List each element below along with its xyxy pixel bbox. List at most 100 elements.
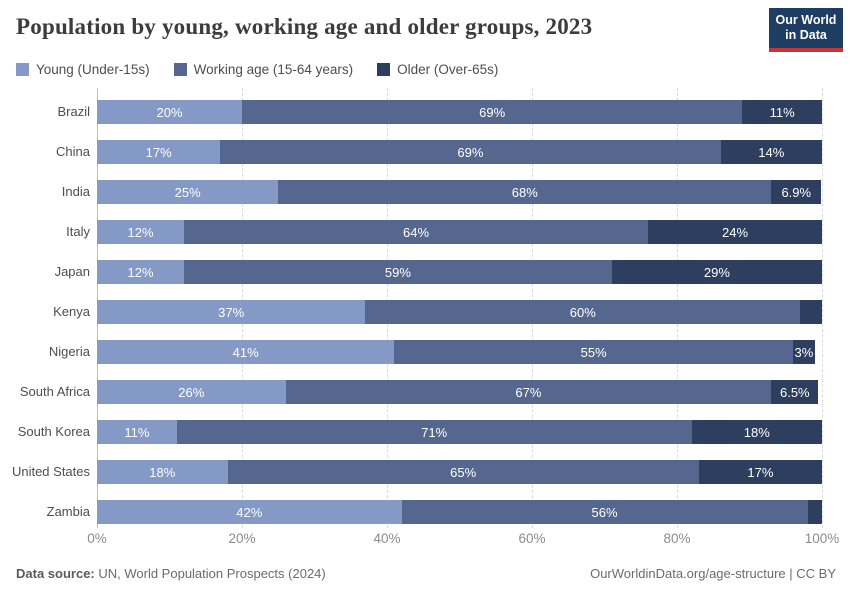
bar-segment: 18% xyxy=(691,420,822,444)
bar-segment: 11% xyxy=(97,420,177,444)
bar-segment: 55% xyxy=(394,340,793,364)
country-label: United States xyxy=(11,464,90,479)
bar-segment: 65% xyxy=(227,460,699,484)
bar-value-label: 18% xyxy=(743,424,770,440)
bar-segment: 41% xyxy=(97,340,395,364)
country-label: South Africa xyxy=(19,384,90,399)
bar-row: 41% 55% 3% xyxy=(97,340,822,364)
x-tick-label: 60% xyxy=(518,531,546,546)
x-tick-label: 0% xyxy=(87,531,107,546)
data-source-prefix: Data source: xyxy=(16,566,95,581)
bar-row: 37% 60% xyxy=(97,300,822,324)
bar-value-label: 59% xyxy=(384,264,411,280)
bar-value-label: 17% xyxy=(747,464,774,480)
bar-value-label: 12% xyxy=(127,264,154,280)
country-label: Nigeria xyxy=(48,344,90,359)
bar-segment: 64% xyxy=(184,220,648,244)
legend-swatch xyxy=(377,63,391,76)
bar-row: 12% 59% 29% xyxy=(97,260,822,284)
bar-segment: 60% xyxy=(365,300,801,324)
legend-label: Working age (15-64 years) xyxy=(193,62,354,77)
bar-value-label: 17% xyxy=(145,144,172,160)
bar-value-label: 6.9% xyxy=(781,184,812,200)
country-label: India xyxy=(61,184,90,199)
bar-value-label: 60% xyxy=(569,304,596,320)
bar-row: 20% 69% 11% xyxy=(97,100,822,124)
country-label: Brazil xyxy=(57,104,90,119)
bar-segment: 6.9% xyxy=(771,180,822,204)
owid-logo-line2: in Data xyxy=(785,28,827,42)
x-tick-label: 100% xyxy=(804,531,840,546)
country-label: Kenya xyxy=(53,304,90,319)
bar-segment: 11% xyxy=(742,100,822,124)
bar-segment xyxy=(800,300,822,324)
bar-segment: 12% xyxy=(97,260,184,284)
plot-area: 20% 69% 11% 17% 69% 14% 25% 68% 6.9% 12% 64% 24% 12%… xyxy=(97,88,823,528)
bar-segment: 42% xyxy=(97,500,402,524)
bar-segment: 14% xyxy=(720,140,822,164)
gridline xyxy=(822,88,823,528)
bar-value-label: 64% xyxy=(402,224,430,240)
bar-segment: 18% xyxy=(97,460,228,484)
country-label: South Korea xyxy=(17,424,90,439)
bar-value-label: 12% xyxy=(127,224,154,240)
bar-value-label: 65% xyxy=(450,464,477,480)
bar-value-label: 25% xyxy=(174,184,201,200)
country-label: Zambia xyxy=(46,504,90,519)
bar-segment: 26% xyxy=(97,380,286,404)
legend-item: Older (Over-65s) xyxy=(377,62,498,77)
chart-footer: Data source: UN, World Population Prospe… xyxy=(16,566,836,581)
bar-segment: 29% xyxy=(611,260,822,284)
chart-legend: Young (Under-15s) Working age (15-64 year… xyxy=(16,62,498,77)
bar-row: 17% 69% 14% xyxy=(97,140,822,164)
bar-value-label: 67% xyxy=(515,384,542,400)
bar-segment: 71% xyxy=(176,420,692,444)
bar-value-label: 11% xyxy=(769,104,795,120)
x-tick-label: 20% xyxy=(228,531,256,546)
bar-segment: 12% xyxy=(97,220,184,244)
bar-row: 12% 64% 24% xyxy=(97,220,822,244)
bar-value-label: 29% xyxy=(703,264,730,280)
credit-link[interactable]: OurWorldinData.org/age-structure | CC BY xyxy=(590,566,836,581)
country-label: Japan xyxy=(54,264,90,279)
bar-segment: 59% xyxy=(184,260,612,284)
bar-value-label: 3% xyxy=(794,344,814,360)
bar-segment: 20% xyxy=(97,100,242,124)
bar-segment: 69% xyxy=(220,140,721,164)
bar-value-label: 26% xyxy=(178,384,205,400)
bar-value-label: 55% xyxy=(580,344,607,360)
bar-segment: 67% xyxy=(285,380,772,404)
x-tick-label: 40% xyxy=(373,531,401,546)
bar-value-label: 68% xyxy=(511,184,538,200)
bar-value-label: 42% xyxy=(236,504,263,520)
bar-value-label: 56% xyxy=(591,504,618,520)
bar-segment: 3% xyxy=(793,340,815,364)
legend-item: Young (Under-15s) xyxy=(16,62,150,77)
bar-segment: 68% xyxy=(278,180,772,204)
bar-value-label: 71% xyxy=(421,424,448,440)
bar-segment: 69% xyxy=(242,100,743,124)
bar-row: 18% 65% 17% xyxy=(97,460,822,484)
bar-segment: 6.5% xyxy=(771,380,819,404)
bar-row: 42% 56% xyxy=(97,500,822,524)
legend-item: Working age (15-64 years) xyxy=(173,62,354,77)
bar-value-label: 41% xyxy=(232,344,259,360)
x-tick-label: 80% xyxy=(663,531,691,546)
owid-logo[interactable]: Our World in Data xyxy=(769,8,843,52)
bar-value-label: 69% xyxy=(479,104,506,120)
data-source-text: UN, World Population Prospects (2024) xyxy=(94,566,326,581)
bar-value-label: 20% xyxy=(156,104,183,120)
data-source: Data source: UN, World Population Prospe… xyxy=(16,566,326,581)
bar-segment: 17% xyxy=(698,460,822,484)
bar-segment xyxy=(807,500,822,524)
bar-segment: 25% xyxy=(97,180,279,204)
legend-swatch xyxy=(16,63,29,76)
owid-logo-line1: Our World xyxy=(775,13,837,27)
country-label: Italy xyxy=(66,224,90,239)
bar-value-label: 69% xyxy=(457,144,484,160)
bar-segment: 56% xyxy=(401,500,808,524)
legend-swatch xyxy=(173,63,187,76)
bar-value-label: 6.5% xyxy=(779,384,810,400)
bar-row: 26% 67% 6.5% xyxy=(97,380,822,404)
